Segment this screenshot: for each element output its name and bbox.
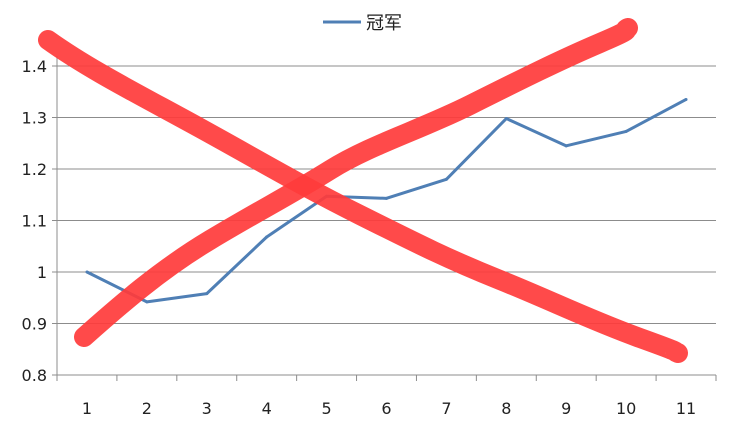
x-tick-label: 10 (616, 399, 636, 418)
x-tick-label: 8 (501, 399, 511, 418)
x-tick-label: 1 (82, 399, 92, 418)
y-tick-label: 1.4 (22, 57, 47, 76)
legend-label-series-1: 冠军 (366, 13, 402, 34)
y-tick-label: 1 (37, 263, 47, 282)
red-stroke-ascending (74, 18, 638, 347)
series-lines (85, 97, 688, 304)
data-point (624, 129, 628, 133)
x-tick-label: 11 (676, 399, 696, 418)
data-point (85, 270, 89, 274)
x-tick-label: 7 (441, 399, 451, 418)
red-stroke-descending (38, 30, 688, 363)
y-tick-label: 1.2 (22, 160, 47, 179)
x-tick-label: 4 (262, 399, 272, 418)
data-point (684, 97, 688, 101)
y-tick-label: 1.1 (22, 212, 47, 231)
axes (52, 56, 717, 381)
y-tick-label: 1.3 (22, 109, 47, 128)
y-tick-labels: 0.8 0.9 1 1.1 1.2 1.3 1.4 (22, 57, 47, 385)
data-point (205, 292, 209, 296)
x-tick-label: 3 (202, 399, 212, 418)
x-tick-label: 6 (381, 399, 391, 418)
y-tick-label: 0.9 (22, 315, 47, 334)
legend: 冠军 (323, 13, 402, 34)
x-tick-label: 2 (142, 399, 152, 418)
x-tick-label: 5 (321, 399, 331, 418)
data-point (504, 117, 508, 121)
data-point (564, 144, 568, 148)
x-tick-labels: 1 2 3 4 5 6 7 8 9 10 11 (82, 399, 696, 418)
data-point (265, 235, 269, 239)
red-x-overlay (38, 18, 688, 363)
x-tick-label: 9 (561, 399, 571, 418)
data-point (145, 300, 149, 304)
data-point (444, 177, 448, 181)
y-tick-label: 0.8 (22, 366, 47, 385)
data-point (385, 196, 388, 200)
